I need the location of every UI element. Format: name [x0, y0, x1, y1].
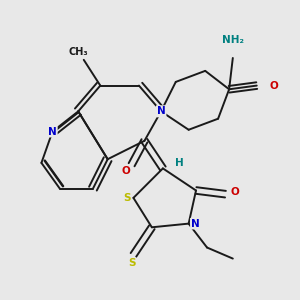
Text: O: O: [270, 81, 278, 91]
Text: O: O: [122, 166, 130, 176]
Text: S: S: [123, 193, 130, 203]
Text: NH₂: NH₂: [222, 34, 244, 45]
Text: H: H: [175, 158, 184, 168]
Text: N: N: [48, 127, 57, 136]
Text: N: N: [157, 106, 165, 116]
Text: S: S: [128, 258, 135, 268]
Text: O: O: [230, 187, 239, 197]
Text: N: N: [191, 219, 200, 229]
Text: CH₃: CH₃: [68, 47, 88, 58]
Text: N: N: [157, 106, 165, 116]
